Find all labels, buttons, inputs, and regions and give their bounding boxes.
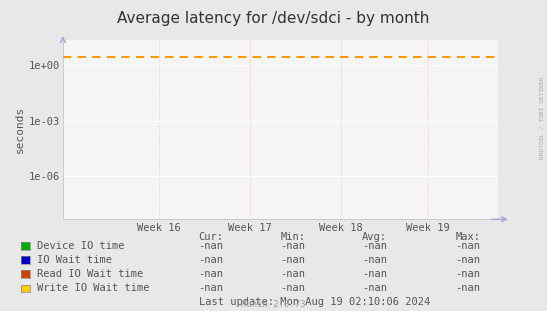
Text: Munin 2.0.73: Munin 2.0.73 <box>241 300 306 309</box>
Text: Cur:: Cur: <box>198 232 223 242</box>
Text: -nan: -nan <box>455 269 480 279</box>
Text: Device IO time: Device IO time <box>37 241 125 251</box>
Text: -nan: -nan <box>362 269 387 279</box>
Text: -nan: -nan <box>362 241 387 251</box>
Text: -nan: -nan <box>455 283 480 293</box>
Text: RRDTOOL / TOBI OETIKER: RRDTOOL / TOBI OETIKER <box>539 77 544 160</box>
Y-axis label: seconds: seconds <box>15 106 25 153</box>
Text: Min:: Min: <box>280 232 305 242</box>
Text: -nan: -nan <box>198 283 223 293</box>
Text: -nan: -nan <box>280 255 305 265</box>
Text: -nan: -nan <box>455 241 480 251</box>
Text: -nan: -nan <box>362 283 387 293</box>
Text: -nan: -nan <box>280 241 305 251</box>
Text: -nan: -nan <box>362 255 387 265</box>
Text: -nan: -nan <box>280 269 305 279</box>
Text: Avg:: Avg: <box>362 232 387 242</box>
Text: Average latency for /dev/sdci - by month: Average latency for /dev/sdci - by month <box>117 11 430 26</box>
Text: -nan: -nan <box>198 269 223 279</box>
Text: Read IO Wait time: Read IO Wait time <box>37 269 143 279</box>
Text: IO Wait time: IO Wait time <box>37 255 112 265</box>
Text: Max:: Max: <box>455 232 480 242</box>
Text: -nan: -nan <box>280 283 305 293</box>
Text: -nan: -nan <box>198 255 223 265</box>
Text: -nan: -nan <box>455 255 480 265</box>
Text: -nan: -nan <box>198 241 223 251</box>
Text: Last update: Mon Aug 19 02:10:06 2024: Last update: Mon Aug 19 02:10:06 2024 <box>199 297 430 307</box>
Text: Write IO Wait time: Write IO Wait time <box>37 283 150 293</box>
